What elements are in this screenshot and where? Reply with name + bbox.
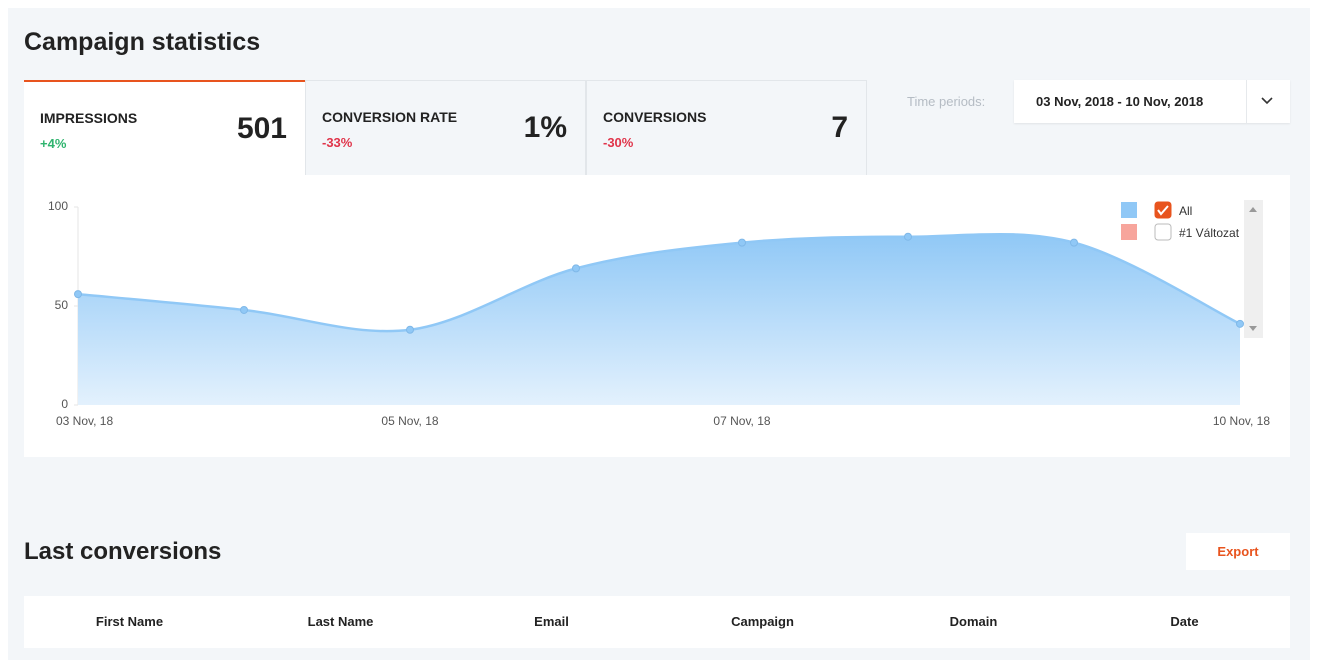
page-title: Campaign statistics: [24, 28, 261, 56]
stat-value: 7: [831, 111, 848, 144]
stat-tab[interactable]: IMPRESSIONS +4% 501: [24, 80, 305, 175]
time-periods-label: Time periods:: [907, 94, 986, 109]
x-tick-label: 03 Nov, 18: [56, 414, 113, 428]
stat-label: IMPRESSIONS: [40, 110, 138, 126]
point: [904, 232, 912, 241]
legend-scrollbar[interactable]: [1244, 200, 1263, 338]
stat-tab[interactable]: CONVERSIONS -30% 7: [586, 80, 867, 175]
stat-value: 1%: [523, 111, 567, 144]
area: [78, 234, 1240, 405]
column-header: Domain: [949, 614, 998, 629]
legend-checkbox[interactable]: [1154, 223, 1172, 241]
legend-label: All: [1179, 204, 1192, 218]
x-tick-label: 07 Nov, 18: [713, 414, 770, 428]
stat-change: +4%: [40, 136, 67, 151]
point: [738, 238, 746, 247]
point: [406, 325, 414, 334]
y-tick-label: 100: [48, 199, 68, 213]
column-header: Campaign: [731, 614, 794, 629]
legend-label: #1 Változat: [1179, 226, 1240, 240]
column-header: Date: [1170, 614, 1199, 629]
date-dropdown[interactable]: 03 Nov, 2018 - 10 Nov, 2018: [1014, 80, 1290, 123]
column-header: Email: [534, 614, 569, 629]
column-header: First Name: [95, 614, 164, 629]
chart: 0 50 100 03 Nov, 18 05 Nov, 18 07 Nov, 18 10 N…: [48, 199, 1270, 428]
stat-change: -30%: [603, 135, 634, 150]
chart-card: 0 50 100 03 Nov, 18 05 Nov, 18 07 Nov, 18 10 N…: [24, 175, 1290, 457]
point: [74, 290, 82, 299]
line: [77, 232, 1241, 333]
dashboard: Campaign statistics IMPRESSIONS +4% 501 CON…: [8, 8, 1310, 660]
stat-label: CONVERSION RATE: [322, 109, 458, 125]
column-header: Last Name: [307, 614, 374, 629]
legend-checkbox[interactable]: [1154, 201, 1172, 219]
y-tick-label: 0: [61, 397, 68, 411]
point: [1236, 319, 1244, 328]
scroll-down[interactable]: [1249, 326, 1257, 331]
section-title: Last conversions: [24, 538, 222, 565]
legend-swatch: [1121, 224, 1137, 240]
table-header: First Name Last Name Email Campaign Domain Da…: [24, 596, 1290, 648]
legend-swatch: [1121, 202, 1137, 218]
stat-value: 501: [236, 112, 287, 145]
scroll-up[interactable]: [1249, 207, 1257, 212]
export-button[interactable]: Export: [1186, 533, 1290, 570]
y-tick-label: 50: [55, 298, 69, 312]
point: [1070, 238, 1078, 247]
x-tick-label: 05 Nov, 18: [381, 414, 438, 428]
stat-change: -33%: [322, 135, 353, 150]
point: [572, 264, 580, 273]
stat-tab[interactable]: CONVERSION RATE -33% 1%: [305, 80, 586, 175]
check: [1157, 205, 1169, 216]
point: [240, 305, 248, 314]
date-range: 03 Nov, 2018 - 10 Nov, 2018: [1036, 94, 1204, 109]
stat-label: CONVERSIONS: [603, 109, 707, 125]
x-tick-label: 10 Nov, 18: [1213, 414, 1270, 428]
divider: [1246, 80, 1247, 123]
chevron: [1261, 97, 1273, 105]
